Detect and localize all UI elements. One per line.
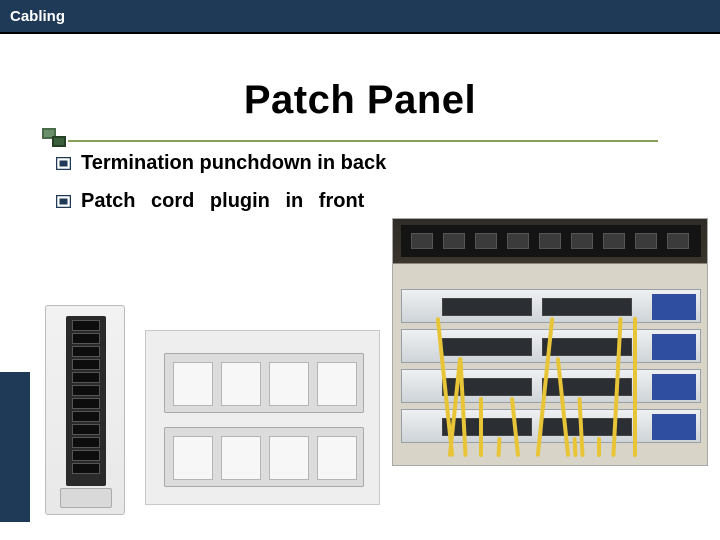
image-rack-photo [392, 218, 708, 466]
bullet-list: Termination punchdown in back Patch cord… [56, 152, 396, 227]
pdu-strip [401, 225, 701, 257]
title-wrap: Patch Panel [0, 78, 720, 123]
bullet-text: Termination punchdown in back [81, 152, 386, 176]
slide-title: Patch Panel [0, 78, 720, 123]
bullet-icon [56, 195, 71, 208]
slide: Cabling Patch Panel Termination punchdow… [0, 0, 720, 540]
title-rule [68, 140, 658, 142]
image-patch-panel-vertical [45, 305, 125, 515]
bullet-item: Termination punchdown in back [56, 152, 396, 176]
bullet-item: Patch cord plugin in front [56, 190, 396, 214]
header-bar: Cabling [0, 0, 720, 34]
bullet-icon [56, 157, 71, 170]
image-punchdown-back [145, 330, 380, 505]
left-gutter [0, 372, 30, 522]
bullet-text: Patch cord plugin in front [81, 190, 364, 214]
header-label: Cabling [10, 8, 65, 25]
